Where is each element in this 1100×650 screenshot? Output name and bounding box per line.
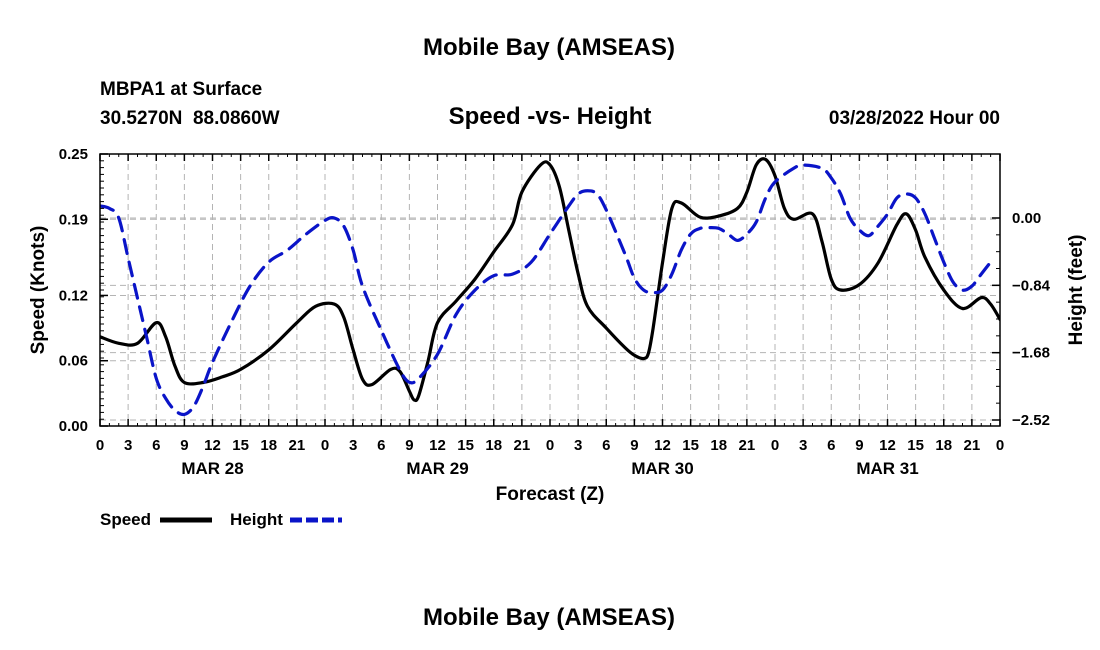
x-tick-label: 9 — [855, 437, 863, 454]
x-tick-label: 15 — [457, 437, 474, 454]
x-day-label: MAR 28 — [181, 459, 243, 478]
height-series-line — [100, 163, 993, 417]
y-left-tick-label: 0.00 — [59, 418, 88, 435]
y-left-tick-label: 0.12 — [59, 287, 88, 304]
footer-title: Mobile Bay (AMSEAS) — [423, 604, 675, 631]
x-tick-label: 15 — [907, 437, 924, 454]
x-tick-label: 21 — [289, 437, 306, 454]
x-tick-label: 12 — [429, 437, 446, 454]
y-left-tick-label: 0.19 — [59, 211, 88, 228]
y-right-tick-label: −0.84 — [1012, 277, 1051, 294]
main-title: Mobile Bay (AMSEAS) — [423, 34, 675, 61]
legend-height-label: Height — [230, 510, 283, 529]
y-right-tick-label: 0.00 — [1012, 210, 1041, 227]
y-right-tick-label: −2.52 — [1012, 412, 1050, 429]
x-tick-label: 12 — [879, 437, 896, 454]
y-axis-left-title: Speed (Knots) — [28, 226, 49, 355]
x-tick-label: 6 — [827, 437, 835, 454]
x-tick-label: 3 — [799, 437, 807, 454]
x-tick-label: 0 — [996, 437, 1004, 454]
x-tick-label: 6 — [602, 437, 610, 454]
x-axis-title: Forecast (Z) — [496, 484, 605, 505]
y-left-tick-label: 0.25 — [59, 146, 88, 163]
x-tick-label: 21 — [739, 437, 756, 454]
y-left-tick-label: 0.06 — [59, 353, 88, 370]
axis-tick-labels: 0 3 6 9 12 15 18 21 0 3 6 9 12 15 18 21 0 3 6 9 12 15 18 21 0 3 6 9… — [59, 146, 1051, 478]
x-tick-label: 6 — [377, 437, 385, 454]
x-tick-label: 21 — [514, 437, 531, 454]
x-tick-label: 18 — [260, 437, 277, 454]
series-layer — [100, 157, 1000, 417]
x-day-label: MAR 29 — [406, 459, 468, 478]
y-axis-right-title: Height (feet) — [1066, 235, 1087, 346]
grid — [100, 154, 1000, 426]
x-tick-label: 3 — [124, 437, 132, 454]
x-tick-label: 21 — [964, 437, 981, 454]
x-tick-label: 15 — [682, 437, 699, 454]
coords-label: 30.5270N 88.0860W — [100, 108, 280, 129]
x-tick-label: 0 — [96, 437, 104, 454]
legend: Speed Height — [100, 510, 342, 529]
x-tick-label: 18 — [485, 437, 502, 454]
x-tick-label: 9 — [180, 437, 188, 454]
axis-ticks — [99, 153, 1001, 427]
x-tick-label: 15 — [232, 437, 249, 454]
x-tick-label: 9 — [630, 437, 638, 454]
x-day-label: MAR 30 — [631, 459, 693, 478]
x-tick-label: 0 — [771, 437, 779, 454]
speed-series-line — [100, 157, 1000, 403]
x-tick-label: 3 — [349, 437, 357, 454]
x-tick-label: 6 — [152, 437, 160, 454]
y-right-tick-label: −1.68 — [1012, 345, 1050, 362]
chart-title: Speed -vs- Height — [449, 103, 652, 130]
x-tick-label: 18 — [710, 437, 727, 454]
x-tick-label: 12 — [654, 437, 671, 454]
station-label: MBPA1 at Surface — [100, 79, 262, 100]
x-tick-label: 9 — [405, 437, 413, 454]
x-tick-label: 0 — [321, 437, 329, 454]
x-day-label: MAR 31 — [856, 459, 918, 478]
legend-speed-label: Speed — [100, 510, 151, 529]
x-tick-label: 18 — [935, 437, 952, 454]
x-tick-label: 0 — [546, 437, 554, 454]
timestamp-label: 03/28/2022 Hour 00 — [829, 108, 1000, 129]
x-tick-label: 12 — [204, 437, 221, 454]
x-tick-label: 3 — [574, 437, 582, 454]
